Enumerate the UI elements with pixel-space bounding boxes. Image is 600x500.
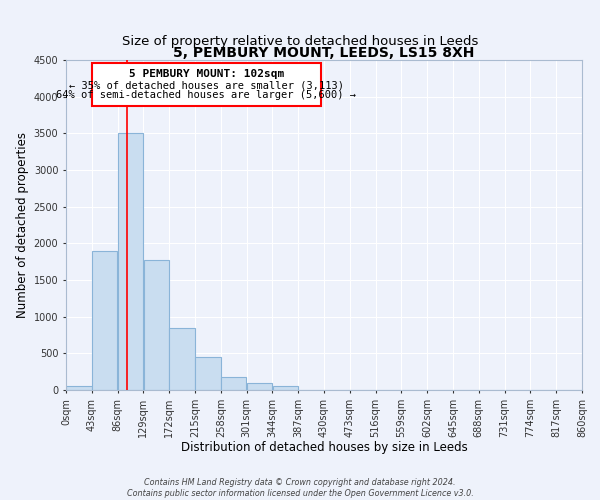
Bar: [169, 328, 195, 390]
Text: 64% of semi-detached houses are larger (5,600) →: 64% of semi-detached houses are larger (…: [56, 90, 356, 100]
Text: ← 35% of detached houses are smaller (3,113): ← 35% of detached houses are smaller (3,…: [69, 80, 344, 90]
Bar: [272, 386, 298, 390]
Bar: [221, 377, 247, 390]
Bar: [143, 260, 169, 390]
Text: 5 PEMBURY MOUNT: 102sqm: 5 PEMBURY MOUNT: 102sqm: [129, 69, 284, 79]
Bar: [92, 250, 118, 390]
Title: 5, PEMBURY MOUNT, LEEDS, LS15 8XH: 5, PEMBURY MOUNT, LEEDS, LS15 8XH: [173, 46, 475, 60]
Bar: [66, 386, 92, 390]
X-axis label: Distribution of detached houses by size in Leeds: Distribution of detached houses by size …: [181, 441, 467, 454]
Bar: [247, 384, 272, 390]
Y-axis label: Number of detached properties: Number of detached properties: [16, 132, 29, 318]
Bar: [195, 357, 221, 390]
Text: Contains HM Land Registry data © Crown copyright and database right 2024.
Contai: Contains HM Land Registry data © Crown c…: [127, 478, 473, 498]
FancyBboxPatch shape: [92, 63, 321, 106]
Bar: [118, 134, 143, 390]
Text: Size of property relative to detached houses in Leeds: Size of property relative to detached ho…: [122, 34, 478, 48]
